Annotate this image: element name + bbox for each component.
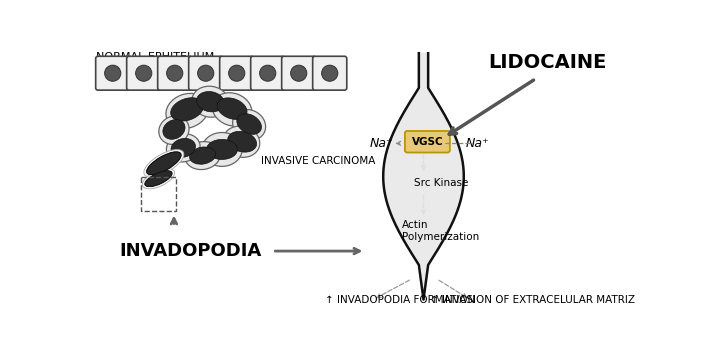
Ellipse shape [223,126,260,158]
Ellipse shape [185,142,220,170]
FancyBboxPatch shape [126,56,161,90]
Ellipse shape [217,98,247,119]
Text: VGSC: VGSC [412,137,443,147]
FancyBboxPatch shape [96,56,130,90]
Ellipse shape [192,86,229,117]
Ellipse shape [171,138,196,158]
Ellipse shape [136,65,152,81]
FancyBboxPatch shape [188,56,223,90]
FancyBboxPatch shape [405,131,450,153]
Ellipse shape [159,116,189,144]
Ellipse shape [163,120,185,139]
Ellipse shape [167,65,183,81]
Ellipse shape [144,150,184,177]
Ellipse shape [206,139,238,160]
Text: ↑ INVADOPODIA FORMATION: ↑ INVADOPODIA FORMATION [325,295,475,305]
Text: Na⁺: Na⁺ [466,137,490,150]
Text: Actin
Polymerization: Actin Polymerization [402,220,479,242]
Ellipse shape [198,65,214,81]
Ellipse shape [147,152,181,175]
Ellipse shape [145,171,172,187]
Ellipse shape [196,92,225,112]
Ellipse shape [105,65,121,81]
Polygon shape [383,53,464,299]
FancyBboxPatch shape [157,56,192,90]
Ellipse shape [229,65,245,81]
Text: NORMAL EPHITELIUM: NORMAL EPHITELIUM [97,52,214,62]
Ellipse shape [212,93,252,126]
Ellipse shape [166,93,209,128]
Ellipse shape [232,110,266,140]
Ellipse shape [237,114,261,134]
Ellipse shape [260,65,276,81]
Ellipse shape [227,132,256,152]
Text: Na⁺: Na⁺ [370,137,393,150]
Ellipse shape [145,171,172,187]
Text: INVASIVE CARCINOMA: INVASIVE CARCINOMA [261,156,375,166]
Text: ↑ INVASION OF EXTRACELULAR MATRIZ: ↑ INVASION OF EXTRACELULAR MATRIZ [430,295,635,305]
Text: LIDOCAINE: LIDOCAINE [488,53,606,72]
FancyBboxPatch shape [251,56,284,90]
Ellipse shape [321,65,338,81]
Ellipse shape [291,65,307,81]
Ellipse shape [142,169,175,189]
Text: Src Kinase: Src Kinase [414,178,469,188]
Ellipse shape [190,147,216,164]
Ellipse shape [202,133,242,166]
FancyBboxPatch shape [282,56,316,90]
Ellipse shape [147,152,181,175]
Ellipse shape [166,134,200,162]
FancyBboxPatch shape [313,56,347,90]
Text: INVADOPODIA: INVADOPODIA [120,242,262,260]
Ellipse shape [170,98,204,121]
FancyBboxPatch shape [219,56,253,90]
